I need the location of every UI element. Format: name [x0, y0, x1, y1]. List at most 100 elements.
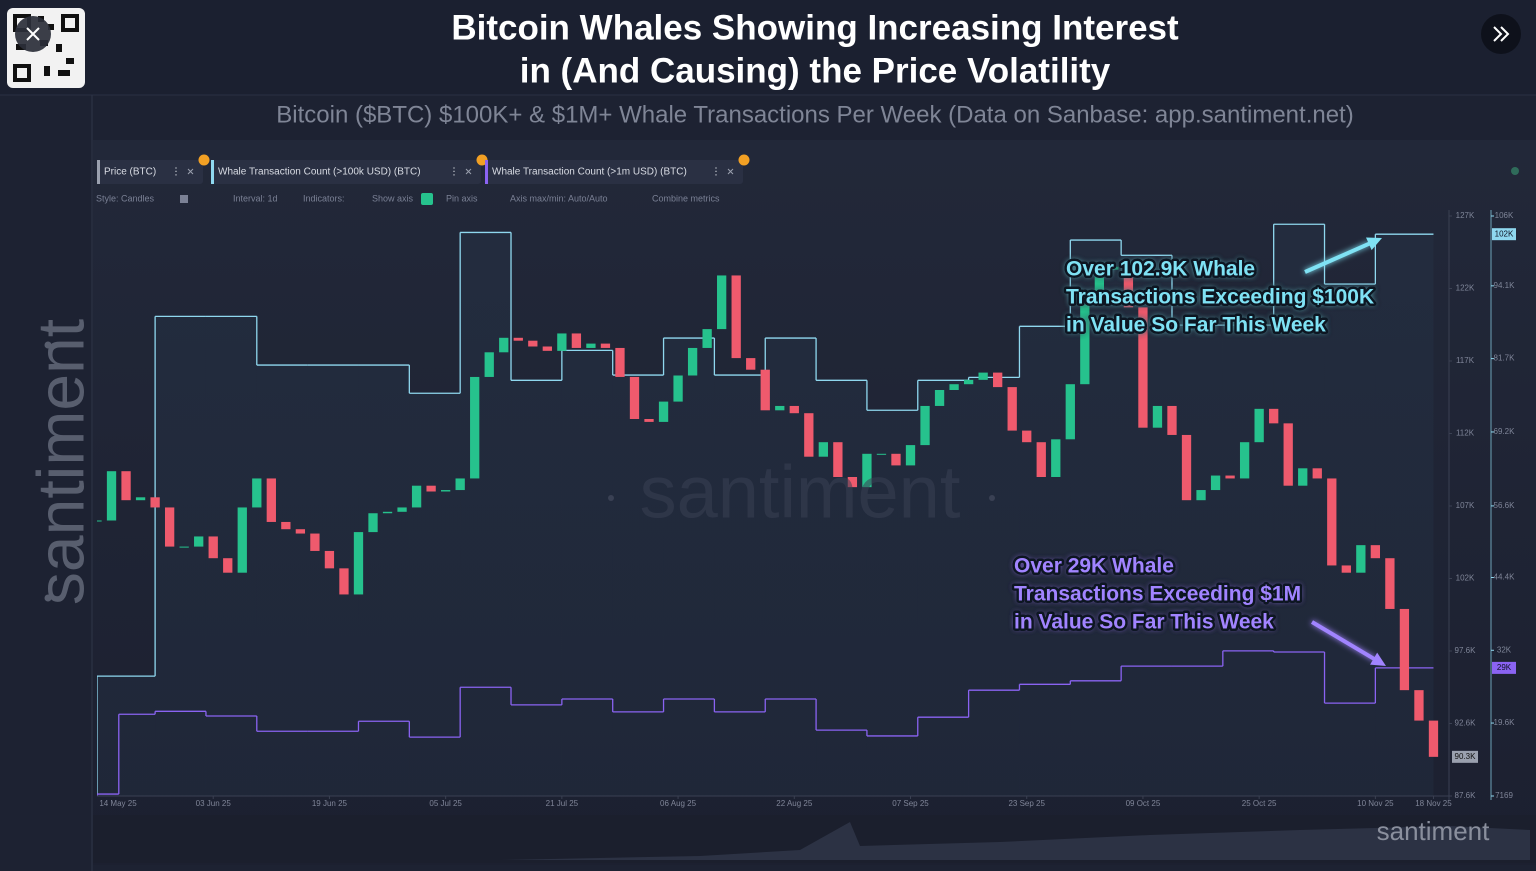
- annotation-text: Transactions Exceeding $1M: [1014, 583, 1301, 606]
- legend-tab[interactable]: [97, 160, 203, 184]
- y-tick-label: 92.6K: [1455, 719, 1477, 728]
- legend-close[interactable]: [465, 168, 472, 175]
- legend-badge: [476, 154, 488, 166]
- title-line: Bitcoin Whales Showing Increasing Intere…: [451, 8, 1179, 47]
- area-segment: [155, 316, 206, 796]
- x-tick-label: 09 Oct 25: [1126, 799, 1161, 808]
- title-line: in (And Causing) the Price Volatility: [520, 51, 1111, 90]
- candle: [339, 568, 349, 595]
- x-tick-label: 07 Sep 25: [892, 799, 929, 808]
- candle: [673, 375, 683, 402]
- candle: [789, 405, 799, 414]
- candle: [513, 337, 523, 341]
- y2-tick-label: 7169: [1495, 791, 1513, 800]
- candle: [1210, 475, 1221, 491]
- y2-tick-label: 94.1K: [1494, 281, 1516, 290]
- annotation-text: Over 29K Whale: [1014, 555, 1174, 578]
- candle: [1269, 408, 1279, 424]
- candle: [1239, 442, 1250, 479]
- watermark-dot: [44, 341, 52, 349]
- candle: [804, 413, 814, 457]
- area-segment: [714, 375, 766, 796]
- legend-tab[interactable]: [211, 160, 481, 184]
- legend-close[interactable]: [727, 168, 734, 175]
- candle: [702, 329, 712, 348]
- legend-swatch: [97, 160, 100, 184]
- toolbar-item[interactable]: Interval: 1d: [233, 193, 278, 203]
- toolbar-item[interactable]: Combine metrics: [652, 193, 720, 203]
- y-tick-label: 102K: [1456, 574, 1475, 583]
- x-tick-label: 22 Aug 25: [776, 799, 813, 808]
- header-bar: [0, 0, 1536, 95]
- plot-area: [97, 223, 1439, 796]
- candle: [281, 521, 291, 530]
- price-tag: [1452, 750, 1478, 763]
- show-axis-checkbox[interactable]: [421, 193, 433, 205]
- y-tick-label: 122K: [1456, 284, 1475, 293]
- candle: [1065, 384, 1075, 440]
- y-tick-label: 112K: [1456, 429, 1475, 438]
- area-segment: [358, 365, 410, 796]
- candle: [862, 453, 872, 488]
- legend-label: Whale Transaction Count (>100k USD) (BTC…: [218, 167, 421, 178]
- candle: [1094, 269, 1105, 305]
- candle: [106, 471, 117, 521]
- candle: [1414, 690, 1424, 721]
- candle: [470, 376, 480, 479]
- price-tag-label: 90.3K: [1455, 752, 1477, 761]
- candle: [687, 347, 698, 376]
- area-segment: [866, 410, 918, 796]
- candle: [499, 337, 509, 353]
- candle: [237, 507, 247, 573]
- candle: [1298, 468, 1308, 486]
- toolbar-item[interactable]: Indicators:: [303, 193, 345, 203]
- legend-swatch: [485, 160, 488, 184]
- value-tag: [1492, 228, 1516, 241]
- x-tick-label: 14 May 25: [99, 799, 137, 808]
- area-segment: [1375, 234, 1434, 796]
- candle: [731, 275, 741, 359]
- candle: [1080, 304, 1090, 385]
- legend-swatch: [211, 160, 214, 184]
- area-segment: [1273, 224, 1325, 796]
- toolbar-item[interactable]: Show axis: [372, 193, 414, 203]
- legend-tab[interactable]: [485, 160, 743, 184]
- area-segment: [561, 350, 613, 796]
- expand-button[interactable]: [1481, 14, 1521, 54]
- candle: [1428, 720, 1439, 757]
- toolbar-item[interactable]: Axis max/min: Auto/Auto: [510, 193, 608, 203]
- x-tick-label: 03 Jun 25: [196, 799, 232, 808]
- candle: [934, 390, 945, 406]
- close-button[interactable]: [15, 16, 51, 52]
- toolbar-item[interactable]: Style: Candles: [96, 193, 155, 203]
- toolbar-item[interactable]: Pin axis: [446, 193, 478, 203]
- legend-menu: ⋮: [711, 167, 721, 178]
- x-tick-label: 18 Nov 25: [1415, 799, 1452, 808]
- candle: [484, 352, 494, 377]
- value-tag-label: 29K: [1497, 663, 1512, 672]
- x-tick-label: 21 Jul 25: [546, 799, 579, 808]
- candle: [818, 442, 828, 457]
- area-segment: [968, 377, 1020, 796]
- x-tick-label: 06 Aug 25: [660, 799, 697, 808]
- y-tick-label: 107K: [1456, 501, 1475, 510]
- annotation-text: in Value So Far This Week: [1014, 611, 1274, 634]
- value-tag-label: 102K: [1495, 229, 1514, 238]
- candle: [891, 453, 901, 466]
- candle: [1196, 490, 1206, 501]
- candle: [179, 546, 189, 548]
- candle: [1167, 405, 1177, 435]
- candle: [324, 550, 335, 569]
- candle: [775, 405, 785, 411]
- x-tick-label: 19 Jun 25: [312, 799, 348, 808]
- area-segment: [917, 380, 969, 796]
- x-tick-label: 25 Oct 25: [1242, 799, 1277, 808]
- annotation-arrow: [1304, 241, 1372, 274]
- annotation-text: in Value So Far This Week: [1066, 314, 1326, 337]
- candle: [1109, 266, 1119, 270]
- candle: [1254, 408, 1264, 443]
- legend-close[interactable]: [187, 168, 194, 175]
- area-segment: [460, 232, 512, 796]
